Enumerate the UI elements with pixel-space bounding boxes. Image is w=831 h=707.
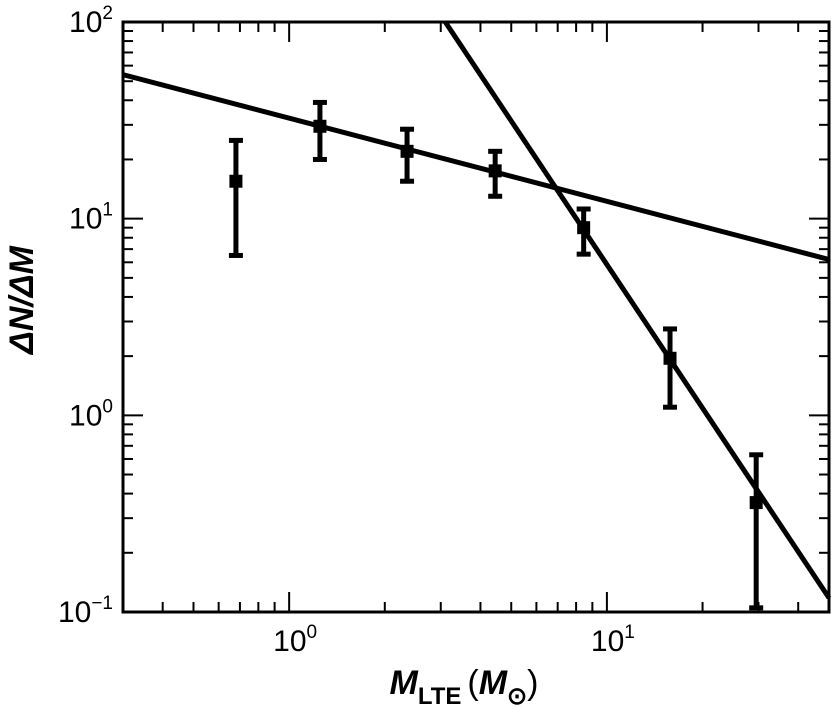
fit-lines xyxy=(122,20,831,600)
x-tick-label-exponent: 1 xyxy=(624,622,635,643)
data-point-7 xyxy=(749,452,764,611)
y-tick-label-exponent: 1 xyxy=(102,200,113,221)
x-axis-unit-open: ( xyxy=(467,664,479,702)
x-axis-title: MLTE (M⊙) xyxy=(390,664,539,707)
y-axis-title: ΔN/ΔM xyxy=(3,245,41,356)
data-point-3 xyxy=(400,126,415,184)
y-tick-label-base: 10 xyxy=(69,203,102,236)
data-point-1 xyxy=(228,137,243,258)
fit-line-2 xyxy=(443,20,831,600)
y-tick-label-base: 10 xyxy=(58,596,91,629)
y-tick-label-exponent: −1 xyxy=(91,593,113,614)
y-tick-label-exponent: 0 xyxy=(102,396,113,417)
point-marker xyxy=(749,496,763,510)
x-axis-unit-sub: ⊙ xyxy=(507,683,527,707)
data-point-6 xyxy=(663,326,678,410)
x-tick-label-base: 10 xyxy=(591,625,624,658)
x-tick-label-exponent: 0 xyxy=(307,622,318,643)
y-tick-label: 10−1 xyxy=(58,593,113,629)
point-marker xyxy=(229,174,243,188)
y-tick-label-base: 10 xyxy=(69,6,102,39)
x-tick-label: 100 xyxy=(273,622,317,658)
point-marker xyxy=(663,351,677,365)
y-tick-label: 102 xyxy=(69,3,113,39)
data-points xyxy=(228,99,764,611)
y-tick-label: 101 xyxy=(69,200,113,236)
plot-frame xyxy=(121,20,831,614)
x-axis-title-main: M xyxy=(390,664,419,702)
x-axis-unit-close: ) xyxy=(527,664,538,702)
x-tick-label: 101 xyxy=(591,622,635,658)
x-axis-unit-main: M xyxy=(479,664,508,702)
fit-line-1 xyxy=(122,72,830,262)
x-axis-title-sub: LTE xyxy=(418,683,462,707)
x-tick-label-base: 10 xyxy=(273,625,306,658)
point-marker xyxy=(400,144,414,158)
data-point-5 xyxy=(576,206,591,257)
point-marker xyxy=(488,164,502,178)
data-point-2 xyxy=(312,99,327,162)
data-point-4 xyxy=(488,148,503,199)
axis-ticks xyxy=(122,21,830,613)
y-tick-label-base: 10 xyxy=(69,399,102,432)
y-tick-label-exponent: 2 xyxy=(102,3,113,24)
point-marker xyxy=(313,119,327,133)
point-marker xyxy=(577,221,591,235)
y-tick-label: 100 xyxy=(69,396,113,432)
